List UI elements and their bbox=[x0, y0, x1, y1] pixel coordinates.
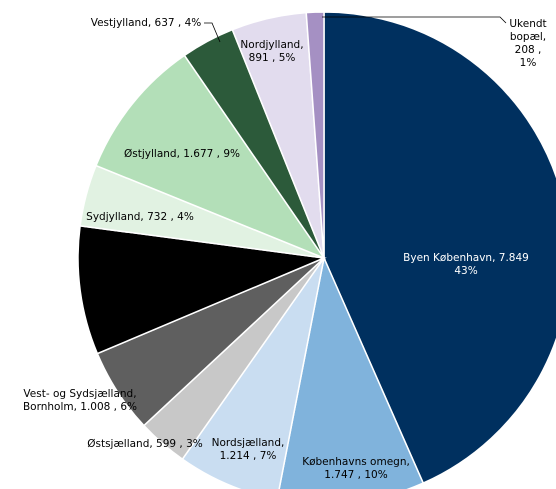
data-label: Vestjylland, 637 , 4% bbox=[91, 17, 202, 29]
pie-slice bbox=[305, 11, 325, 259]
data-label: 1.747 , 10% bbox=[324, 469, 387, 481]
data-label: Nordsjælland, bbox=[212, 437, 285, 449]
data-label: Østsjælland, 599 , 3% bbox=[87, 438, 203, 450]
pie bbox=[77, 11, 556, 489]
data-label: 43% bbox=[454, 265, 477, 277]
data-label: Sydjylland, 732 , 4% bbox=[86, 211, 194, 223]
data-label: 1.214 , 7% bbox=[220, 450, 277, 462]
data-label: 1% bbox=[520, 57, 537, 69]
data-label: Ukendt bbox=[509, 18, 546, 30]
data-label: Københavns omegn, bbox=[302, 456, 410, 468]
data-label: 891 , 5% bbox=[249, 52, 296, 64]
data-label: Byen København, 7.849 bbox=[403, 252, 529, 264]
pie-slice bbox=[323, 11, 556, 485]
pie-slice bbox=[278, 255, 425, 489]
data-label: Fyn, 1.526 , 8% bbox=[94, 270, 175, 282]
data-label: Bornholm, 1.008 , 6% bbox=[23, 401, 137, 413]
leader-line bbox=[322, 16, 507, 24]
data-label: Vest- og Sydsjælland, bbox=[23, 388, 136, 400]
data-label: 208 , bbox=[515, 44, 542, 56]
pie-slice bbox=[77, 225, 327, 355]
data-label: Nordjylland, bbox=[240, 39, 303, 51]
pie-slice bbox=[95, 54, 327, 260]
data-label: Østjylland, 1.677 , 9% bbox=[124, 148, 240, 160]
data-label: bopæl, bbox=[510, 31, 546, 43]
leader-line bbox=[204, 22, 221, 43]
